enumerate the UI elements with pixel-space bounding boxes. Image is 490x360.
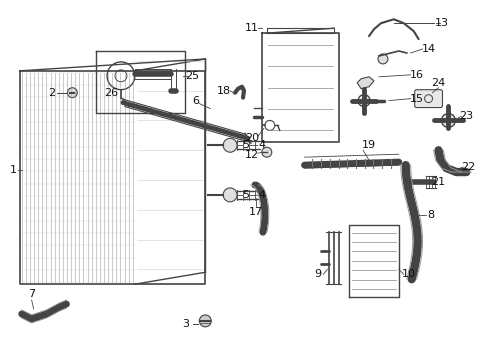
Text: 15: 15 (410, 94, 424, 104)
Text: 23: 23 (459, 111, 473, 121)
Text: 10: 10 (402, 269, 416, 279)
Circle shape (378, 54, 388, 64)
Text: 22: 22 (461, 162, 475, 172)
Text: 21: 21 (431, 177, 445, 187)
Text: 5: 5 (243, 190, 249, 200)
Text: 24: 24 (431, 78, 445, 88)
Text: 14: 14 (421, 44, 436, 54)
Circle shape (199, 315, 211, 327)
Text: 2: 2 (48, 88, 55, 98)
Circle shape (223, 138, 237, 152)
Circle shape (441, 113, 455, 127)
Text: 7: 7 (28, 289, 35, 299)
Circle shape (262, 147, 272, 157)
Polygon shape (357, 77, 374, 89)
Circle shape (223, 188, 237, 202)
Text: 26: 26 (104, 88, 118, 98)
Text: 3: 3 (182, 319, 189, 329)
Text: 8: 8 (427, 210, 434, 220)
Text: 19: 19 (362, 140, 376, 150)
Circle shape (68, 88, 77, 98)
Text: 4: 4 (258, 140, 266, 150)
Text: 25: 25 (185, 71, 199, 81)
Text: 11: 11 (245, 23, 259, 33)
Text: 16: 16 (410, 70, 424, 80)
Text: 13: 13 (435, 18, 448, 28)
Text: 17: 17 (249, 207, 263, 217)
Text: 18: 18 (217, 86, 231, 96)
Text: 4: 4 (258, 190, 266, 200)
Text: 6: 6 (192, 96, 199, 105)
Text: 5: 5 (243, 140, 249, 150)
Text: 9: 9 (314, 269, 321, 279)
Text: 12: 12 (245, 150, 259, 160)
Text: 1: 1 (10, 165, 17, 175)
FancyBboxPatch shape (415, 90, 442, 108)
Text: 20: 20 (245, 133, 259, 143)
Circle shape (358, 95, 370, 107)
